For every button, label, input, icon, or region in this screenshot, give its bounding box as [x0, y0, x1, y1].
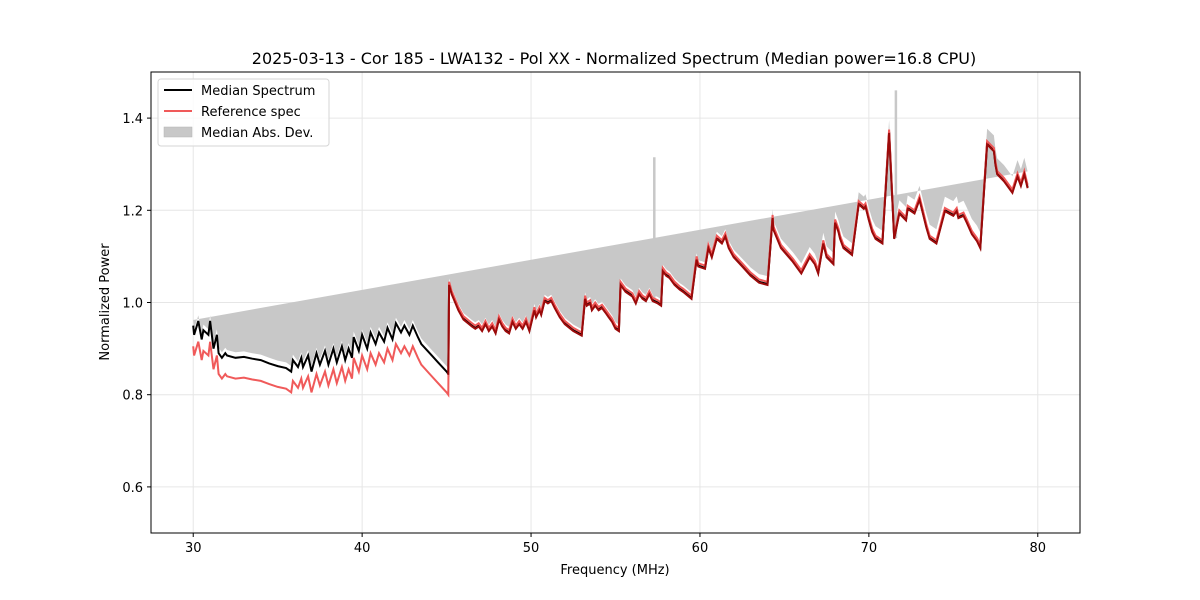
reference-spectrum-line: [192, 129, 1029, 398]
y-tick-label: 1.2: [122, 204, 143, 219]
y-tick-label: 1.0: [122, 297, 143, 312]
x-axis: 30 40 50 60 70 80: [185, 533, 1046, 556]
x-tick-label: 40: [354, 541, 371, 556]
y-axis-label: Normalized Power: [98, 243, 113, 361]
chart-title: 2025-03-13 - Cor 185 - LWA132 - Pol XX -…: [252, 49, 976, 68]
x-tick-label: 30: [185, 541, 202, 556]
y-tick-label: 0.8: [122, 389, 143, 404]
y-axis: 0.6 0.8 1.0 1.2 1.4: [122, 112, 151, 496]
x-tick-label: 70: [861, 541, 878, 556]
x-tick-label: 50: [523, 541, 540, 556]
legend: Median Spectrum Reference spec Median Ab…: [157, 78, 330, 147]
legend-mad-label: Median Abs. Dev.: [201, 126, 313, 141]
x-tick-label: 80: [1029, 541, 1046, 556]
plot-area: [192, 90, 1029, 398]
mad-band: [193, 119, 1028, 369]
legend-reference-label: Reference spec: [201, 105, 301, 120]
overlap-line: [447, 132, 1029, 375]
x-axis-label: Frequency (MHz): [560, 563, 669, 578]
legend-median-label: Median Spectrum: [201, 84, 315, 99]
legend-box: [157, 78, 330, 147]
y-tick-label: 0.6: [122, 481, 143, 496]
x-tick-label: 60: [692, 541, 709, 556]
legend-mad-swatch: [163, 126, 193, 138]
y-tick-label: 1.4: [122, 112, 143, 127]
